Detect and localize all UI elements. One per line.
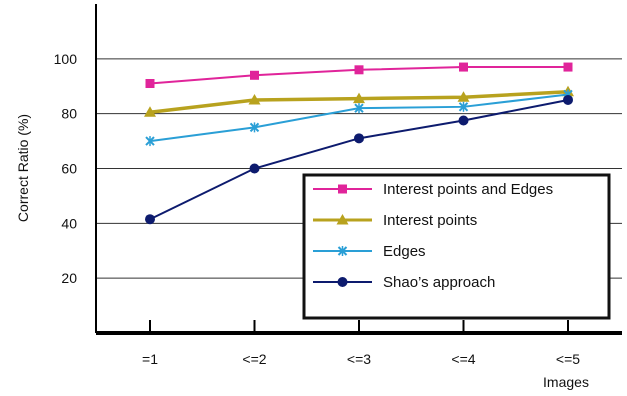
series-1 bbox=[144, 85, 574, 117]
legend-box bbox=[302, 173, 611, 320]
x-tick-label: <=3 bbox=[347, 351, 371, 367]
data-point-triangle bbox=[248, 93, 261, 105]
legend-label: Edges bbox=[383, 243, 426, 260]
data-point-circle bbox=[354, 133, 364, 144]
x-tick-label: =1 bbox=[142, 351, 158, 367]
data-point-square bbox=[250, 70, 259, 80]
data-point-square bbox=[563, 62, 573, 72]
y-tick-label: 100 bbox=[54, 51, 78, 67]
x-tick-label: <=5 bbox=[556, 351, 580, 367]
data-point-circle bbox=[458, 115, 469, 126]
data-point-circle bbox=[249, 163, 260, 174]
series-2 bbox=[145, 89, 573, 147]
legend-item: Edges bbox=[313, 243, 426, 260]
data-point-triangle bbox=[353, 92, 365, 104]
data-point-triangle bbox=[457, 91, 470, 102]
y-tick-label: 80 bbox=[61, 106, 77, 122]
series-0 bbox=[145, 62, 573, 89]
data-point-x bbox=[458, 101, 469, 112]
data-point-square bbox=[338, 184, 347, 194]
legend-item: Shao’s approach bbox=[313, 274, 495, 291]
data-point-x bbox=[145, 136, 155, 147]
data-point-triangle bbox=[144, 106, 156, 117]
legend-item: Interest points bbox=[313, 212, 477, 229]
data-point-circle bbox=[337, 277, 348, 287]
x-axis-title: Images bbox=[543, 374, 589, 390]
data-point-x bbox=[354, 103, 364, 114]
legend-label: Interest points and Edges bbox=[383, 181, 553, 198]
series-group bbox=[144, 62, 574, 225]
data-point-square bbox=[354, 65, 364, 75]
series-3 bbox=[145, 94, 573, 225]
y-tick-label: 40 bbox=[61, 215, 77, 231]
data-point-square bbox=[145, 79, 155, 89]
data-point-circle bbox=[145, 214, 155, 225]
data-point-x bbox=[249, 122, 260, 133]
y-tick-labels: 20 40 60 80 100 bbox=[54, 51, 78, 286]
data-point-square bbox=[459, 62, 468, 72]
x-tick-label: <=2 bbox=[242, 351, 266, 367]
x-tick-labels: =1 <=2 <=3 <=4 <=5 bbox=[142, 320, 580, 367]
legend-item: Interest points and Edges bbox=[313, 181, 553, 198]
y-tick-label: 60 bbox=[61, 161, 77, 177]
legend: Interest points and Edges Interest points… bbox=[302, 173, 611, 320]
y-axis-title: Correct Ratio (%) bbox=[15, 114, 31, 222]
x-tick-label: <=4 bbox=[451, 351, 475, 367]
data-point-triangle bbox=[336, 214, 349, 225]
y-tick-label: 20 bbox=[61, 270, 77, 286]
data-point-circle bbox=[563, 94, 573, 105]
legend-label: Interest points bbox=[383, 212, 477, 229]
legend-label: Shao’s approach bbox=[383, 274, 495, 291]
data-point-x bbox=[337, 246, 348, 256]
